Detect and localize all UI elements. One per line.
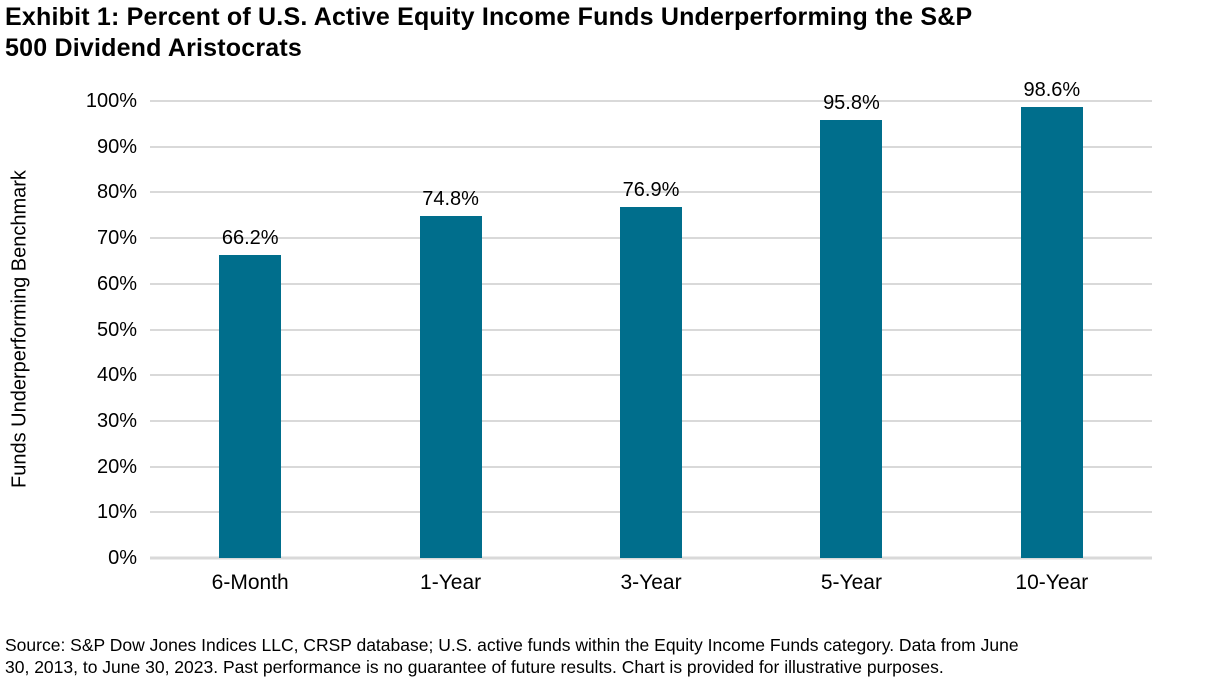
y-tick-label: 90% — [96, 135, 137, 158]
chart-title-line-1: Exhibit 1: Percent of U.S. Active Equity… — [5, 3, 973, 31]
bar-3-year: 76.9% — [620, 179, 683, 558]
x-axis-label-1-year: 1-Year — [420, 571, 482, 594]
x-axis-label-6-month: 6-Month — [211, 571, 289, 594]
gridline — [150, 556, 1152, 560]
bar-slot: 98.6% — [952, 79, 1152, 558]
gridline — [150, 191, 1152, 194]
y-axis-ticks: 0% 10% 20% 30% 40% 50% 60% 70% 80% 90% 100% — [0, 91, 137, 568]
y-tick-label: 40% — [96, 364, 137, 387]
bar-slot: 66.2% — [150, 101, 350, 558]
bar-5-year: 95.8% — [820, 92, 883, 558]
x-axis-labels: 6-Month 1-Year 3-Year 5-Year 10-Year — [150, 571, 1152, 595]
bar-value-label: 76.9% — [622, 178, 680, 201]
x-axis-label-5-year: 5-Year — [820, 571, 882, 594]
y-tick-label: 30% — [96, 409, 137, 432]
bar-value-label: 74.8% — [422, 188, 479, 211]
plot-area: 66.2% 74.8% 76.9% 95.8% 98.6% — [150, 79, 1152, 560]
x-axis-label-10-year: 10-Year — [1015, 571, 1089, 594]
source-note: Source: S&P Dow Jones Indices LLC, CRSP … — [5, 634, 1210, 678]
gridline — [150, 145, 1152, 148]
y-tick-label: 60% — [96, 272, 137, 295]
source-note-line-1: Source: S&P Dow Jones Indices LLC, CRSP … — [5, 635, 1019, 655]
bar-slot: 74.8% — [350, 101, 550, 558]
source-note-line-2: 30, 2013, to June 30, 2023. Past perform… — [5, 657, 944, 677]
x-axis-label-3-year: 3-Year — [620, 571, 682, 594]
bar-value-label: 98.6% — [1023, 79, 1081, 102]
bar-10-year: 98.6% — [1020, 79, 1083, 558]
gridline — [150, 100, 1152, 102]
bar-value-label: 66.2% — [221, 227, 279, 250]
y-tick-label: 0% — [108, 547, 137, 569]
y-tick-label: 70% — [96, 227, 137, 250]
y-tick-label: 80% — [96, 181, 137, 204]
bar-slot: 76.9% — [551, 101, 751, 558]
bar-1-year: 74.8% — [419, 188, 482, 558]
bar-value-label: 95.8% — [823, 92, 880, 115]
chart-title-line-2: 500 Dividend Aristocrats — [5, 34, 303, 62]
bar-slot: 95.8% — [751, 92, 951, 558]
y-tick-label: 100% — [85, 90, 137, 112]
y-tick-label: 10% — [96, 501, 137, 524]
chart-title: Exhibit 1: Percent of U.S. Active Equity… — [5, 2, 1210, 64]
bar-6-month: 66.2% — [219, 227, 282, 558]
y-tick-label: 50% — [96, 318, 137, 341]
y-tick-label: 20% — [96, 455, 137, 478]
bars: 66.2% 74.8% 76.9% 95.8% 98.6% — [150, 79, 1152, 558]
